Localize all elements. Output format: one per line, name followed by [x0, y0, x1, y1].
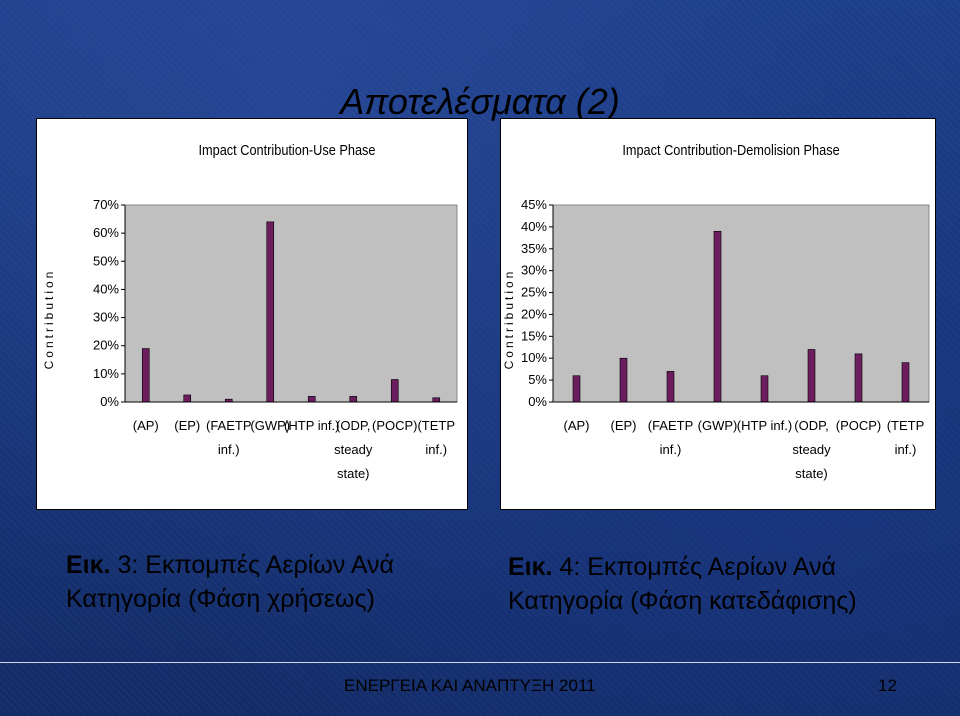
chart-0-xtick-label: (FAETP	[206, 418, 252, 433]
chart-1-bar	[760, 375, 769, 403]
caption-figure-3-line1: Εικ. 3: Εκπομπές Αερίων Ανά	[66, 548, 394, 582]
caption-figure-4-line1: Εικ. 4: Εκπομπές Αερίων Ανά	[508, 550, 857, 584]
chart-demolition-phase: Impact Contribution-Demolision Phase Cont…	[500, 118, 936, 510]
chart-0-xtick-label: (ODP,	[336, 418, 370, 433]
chart-0-xtick-label: (GWP)	[250, 418, 290, 433]
caption-figure-3: Εικ. 3: Εκπομπές Αερίων Ανά Κατηγορία (Φ…	[66, 548, 394, 616]
chart-0-bar	[390, 379, 399, 403]
chart-1-xtick-label: (EP)	[611, 418, 637, 433]
chart-1-ytick-label: 35%	[521, 241, 547, 256]
chart-1-ytick-label: 25%	[521, 285, 547, 300]
chart-0-xtick-label: (TETP	[417, 418, 455, 433]
chart-1-bar	[619, 357, 628, 403]
chart-1-bar	[713, 230, 722, 403]
chart-1-bar	[854, 353, 863, 403]
chart-1-bar	[901, 362, 910, 403]
chart-0-ylabel: Contribution	[42, 269, 56, 370]
chart-0-ytick-label: 10%	[93, 366, 119, 381]
chart-0-ytick-label: 30%	[93, 310, 119, 325]
chart-0-ytick-label: 40%	[93, 281, 119, 296]
slide-title: Αποτελέσματα (2)	[340, 81, 620, 122]
chart-0-bar	[266, 221, 275, 403]
chart-0-bar	[141, 348, 150, 403]
caption-figure-3-prefix: Εικ.	[66, 551, 111, 579]
chart-1-ylabel: Contribution	[502, 269, 516, 370]
chart-0-plot-area	[124, 204, 458, 403]
chart-1-bar	[666, 371, 675, 403]
chart-1-xtick-label: (POCP)	[836, 418, 882, 433]
footer-divider	[0, 662, 960, 663]
chart-1-ytick-label: 40%	[521, 219, 547, 234]
chart-1-xtick-label: inf.)	[660, 442, 682, 457]
chart-1-xtick-label: (TETP	[887, 418, 925, 433]
chart-demolition-phase-svg: Impact Contribution-Demolision Phase Cont…	[502, 141, 930, 481]
chart-1-ytick-label: 15%	[521, 328, 547, 343]
caption-figure-4-prefix: Εικ.	[508, 553, 553, 581]
chart-1-ytick-label: 0%	[528, 394, 547, 409]
chart-1-ytick-label: 45%	[521, 197, 547, 212]
caption-figure-4: Εικ. 4: Εκπομπές Αερίων Ανά Κατηγορία (Φ…	[508, 550, 857, 618]
chart-1-title: Impact Contribution-Demolision Phase	[622, 141, 840, 158]
chart-0-ytick-label: 0%	[100, 394, 119, 409]
caption-figure-4-number: 4	[559, 553, 574, 581]
chart-1-xtick-label: (ODP,	[794, 418, 828, 433]
chart-1-xtick-label: (AP)	[564, 418, 590, 433]
chart-0-xtick-label: (EP)	[174, 418, 200, 433]
chart-1-ytick-label: 30%	[521, 263, 547, 278]
caption-figure-3-number: 3	[117, 551, 132, 579]
chart-0-ytick-label: 20%	[93, 338, 119, 353]
chart-1-ytick-label: 20%	[521, 306, 547, 321]
chart-1-bar	[572, 375, 581, 403]
chart-1-xtick-label: (HTP inf.)	[737, 418, 792, 433]
chart-0-bar	[349, 396, 358, 403]
chart-1-ytick-label: 5%	[528, 372, 547, 387]
chart-0-ytick-label: 70%	[93, 197, 119, 212]
chart-1-xtick-label: (FAETP	[648, 418, 694, 433]
chart-0-xtick-label: state)	[337, 466, 370, 481]
chart-0-bar	[307, 396, 316, 403]
chart-0-xtick-label: inf.)	[218, 442, 240, 457]
chart-0-ytick-label: 60%	[93, 225, 119, 240]
chart-1-ytick-label: 10%	[521, 350, 547, 365]
chart-0-bar	[432, 397, 441, 403]
chart-1-xtick-label: (GWP)	[698, 418, 738, 433]
chart-0-xtick-label: (HTP inf.)	[284, 418, 339, 433]
chart-1-xtick-label: steady	[792, 442, 831, 457]
chart-0-ytick-label: 50%	[93, 253, 119, 268]
chart-1-xtick-label: inf.)	[895, 442, 917, 457]
chart-0-title: Impact Contribution-Use Phase	[198, 141, 375, 158]
page-number: 12	[878, 676, 897, 695]
caption-figure-3-text1: : Εκπομπές Αερίων Ανά	[131, 551, 395, 579]
chart-0-xtick-label: inf.)	[425, 442, 447, 457]
chart-use-phase: Impact Contribution-Use Phase Contributio…	[36, 118, 468, 510]
chart-1-plot-area	[552, 204, 930, 403]
caption-figure-4-line2: Κατηγορία (Φάση κατεδάφισης)	[508, 587, 857, 615]
chart-0-xtick-label: (AP)	[133, 418, 159, 433]
chart-0-xtick-label: steady	[334, 442, 373, 457]
chart-1-bar	[807, 349, 816, 403]
chart-use-phase-svg: Impact Contribution-Use Phase Contributio…	[42, 141, 458, 481]
chart-1-xtick-label: state)	[795, 466, 828, 481]
chart-0-bar	[183, 394, 192, 403]
chart-0-xtick-label: (POCP)	[372, 418, 418, 433]
footer-text: ΕΝΕΡΓΕΙΑ ΚΑΙ ΑΝΑΠΤΥΞΗ 2011	[344, 676, 596, 695]
caption-figure-3-line2: Κατηγορία (Φάση χρήσεως)	[66, 585, 375, 613]
caption-figure-4-text1: : Εκπομπές Αερίων Ανά	[573, 553, 837, 581]
